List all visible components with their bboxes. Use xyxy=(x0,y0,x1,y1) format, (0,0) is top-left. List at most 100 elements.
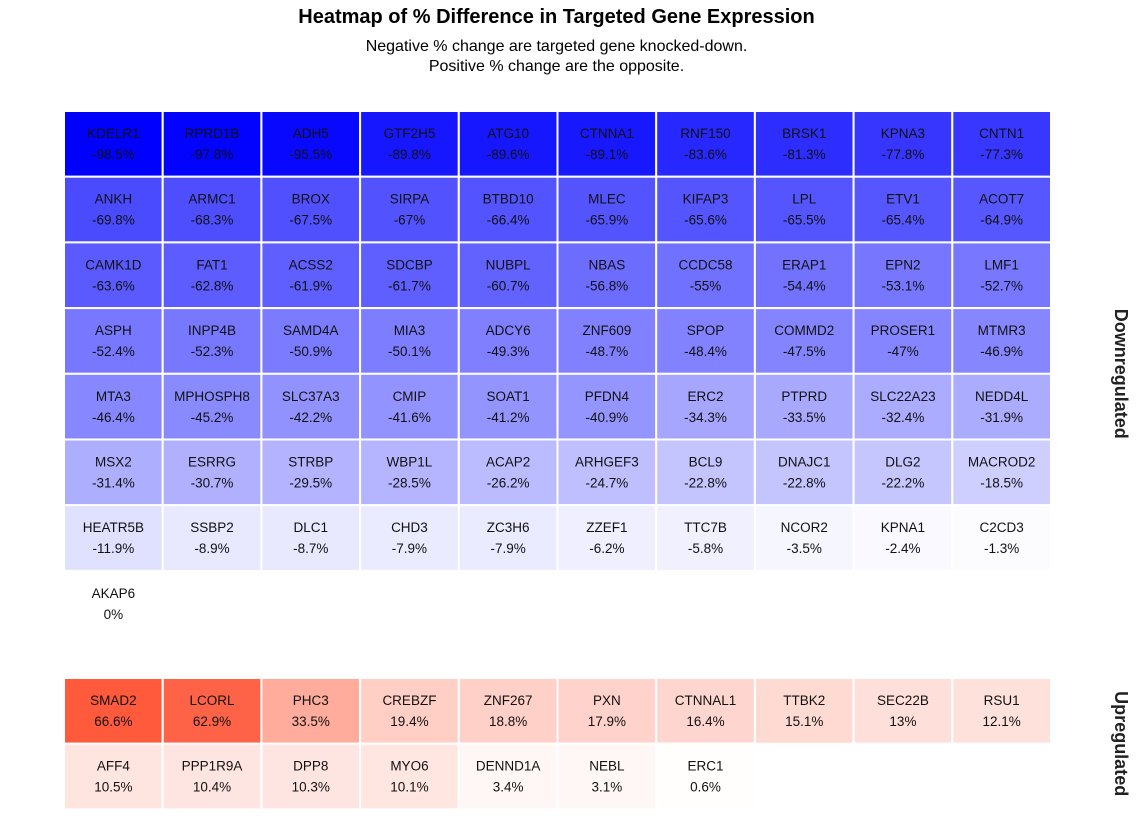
cell-gene-label: SAMD4A xyxy=(283,323,339,338)
cell-gene-label: PFDN4 xyxy=(585,389,630,404)
heatmap-cell: MIA3 -50.1% xyxy=(359,307,460,375)
heatmap-cell: ETV1 -65.4% xyxy=(852,175,954,244)
cell-value-label: 10.3% xyxy=(292,780,330,795)
heatmap-cell-rect xyxy=(852,110,954,178)
heatmap-cell: PHC3 33.5% xyxy=(260,677,362,745)
heatmap-cell: ADH5 -95.5% xyxy=(260,110,362,178)
chart-title: Heatmap of % Difference in Targeted Gene… xyxy=(298,6,815,28)
cell-gene-label: CTNNAL1 xyxy=(675,693,737,708)
heatmap-cell: INPP4B -52.3% xyxy=(161,307,263,375)
heatmap-cell-rect xyxy=(161,438,263,507)
heatmap-cell: ACSS2 -61.9% xyxy=(260,241,362,310)
heatmap-cell: BCL9 -22.8% xyxy=(655,438,756,507)
heatmap-cell: DPP8 10.3% xyxy=(260,742,362,811)
cell-gene-label: ACSS2 xyxy=(289,257,333,272)
cell-gene-label: DENND1A xyxy=(476,759,541,774)
heatmap-cell-rect xyxy=(359,372,460,441)
heatmap-cell-rect xyxy=(161,110,263,178)
cell-value-label: -77.3% xyxy=(980,147,1023,162)
cell-gene-label: SLC22A23 xyxy=(870,389,935,404)
cell-gene-label: ADH5 xyxy=(293,126,329,141)
cell-gene-label: AKAP6 xyxy=(92,586,136,601)
cell-value-label: 15.1% xyxy=(785,714,823,729)
cell-value-label: -22.8% xyxy=(783,476,826,491)
heatmap-cell: NBAS -56.8% xyxy=(556,241,658,310)
cell-gene-label: ACOT7 xyxy=(979,192,1024,207)
cell-gene-label: ARHGEF3 xyxy=(575,455,639,470)
heatmap-cell-rect xyxy=(655,241,756,310)
heatmap-cell-rect xyxy=(951,307,1052,375)
cell-value-label: -6.2% xyxy=(589,541,624,556)
cell-value-label: -18.5% xyxy=(980,476,1023,491)
heatmap-cell: SLC22A23 -32.4% xyxy=(852,372,954,441)
heatmap-cell: MPHOSPH8 -45.2% xyxy=(161,372,263,441)
heatmap-cell-rect xyxy=(161,742,263,811)
heatmap-cell-rect xyxy=(359,175,460,244)
heatmap-cell-rect xyxy=(260,742,362,811)
heatmap-cell-rect xyxy=(556,742,658,811)
cell-value-label: -48.4% xyxy=(684,344,727,359)
heatmap-cell: NEDD4L -31.9% xyxy=(951,372,1052,441)
cell-value-label: -48.7% xyxy=(585,344,628,359)
cell-gene-label: MPHOSPH8 xyxy=(174,389,250,404)
cell-gene-label: CCDC58 xyxy=(679,257,733,272)
heatmap-cell: RSU1 12.1% xyxy=(951,677,1052,745)
cell-gene-label: BROX xyxy=(292,192,330,207)
heatmap-cell: ZNF267 18.8% xyxy=(457,677,559,745)
heatmap-cell-rect xyxy=(260,372,362,441)
cell-value-label: -22.2% xyxy=(882,476,925,491)
cell-value-label: -69.8% xyxy=(92,213,135,228)
heatmap-cell-rect xyxy=(457,742,559,811)
cell-gene-label: CMIP xyxy=(393,389,427,404)
heatmap-cell: PROSER1 -47% xyxy=(852,307,954,375)
cell-gene-label: CNTN1 xyxy=(979,126,1024,141)
cell-value-label: -64.9% xyxy=(980,213,1023,228)
cell-gene-label: RNF150 xyxy=(680,126,730,141)
heatmap-cell-rect xyxy=(655,110,756,178)
heatmap-cell: ACOT7 -64.9% xyxy=(951,175,1052,244)
cell-gene-label: SIRPA xyxy=(390,192,430,207)
heatmap-cell-rect xyxy=(63,307,164,375)
heatmap-cell: SLC37A3 -42.2% xyxy=(260,372,362,441)
heatmap-cell: NEBL 3.1% xyxy=(556,742,658,811)
heatmap-cell: DNAJC1 -22.8% xyxy=(753,438,855,507)
heatmap-cell-rect xyxy=(457,175,559,244)
cell-value-label: -29.5% xyxy=(289,476,332,491)
heatmap-cell-rect xyxy=(63,372,164,441)
cell-gene-label: MLEC xyxy=(588,192,626,207)
cell-value-label: -45.2% xyxy=(191,410,234,425)
cell-gene-label: BTBD10 xyxy=(483,192,534,207)
heatmap-cell-rect xyxy=(655,372,756,441)
cell-value-label: -56.8% xyxy=(585,278,628,293)
cell-gene-label: PPP1R9A xyxy=(182,759,243,774)
cell-value-label: -53.1% xyxy=(882,278,925,293)
heatmap-cell-rect xyxy=(457,677,559,745)
heatmap-cell-rect xyxy=(556,504,658,572)
cell-value-label: -42.2% xyxy=(289,410,332,425)
cell-gene-label: KDELR1 xyxy=(87,126,140,141)
heatmap-cell-rect xyxy=(359,504,460,572)
cell-gene-label: COMMD2 xyxy=(774,323,834,338)
cell-gene-label: DNAJC1 xyxy=(778,455,831,470)
cell-value-label: -98.5% xyxy=(92,147,135,162)
cell-value-label: -41.2% xyxy=(487,410,530,425)
cell-gene-label: ESRRG xyxy=(188,455,236,470)
heatmap-cell-rect xyxy=(359,241,460,310)
cell-gene-label: NCOR2 xyxy=(781,520,828,535)
heatmap-cell-rect xyxy=(63,110,164,178)
cell-value-label: -65.9% xyxy=(585,213,628,228)
cell-gene-label: ATG10 xyxy=(487,126,529,141)
cell-value-label: -31.9% xyxy=(980,410,1023,425)
heatmap-cell: CTNNA1 -89.1% xyxy=(556,110,658,178)
heatmap-cell-rect xyxy=(951,241,1052,310)
heatmap-cell-rect xyxy=(63,438,164,507)
cell-gene-label: HEATR5B xyxy=(83,520,144,535)
heatmap-cell: ERC2 -34.3% xyxy=(655,372,756,441)
heatmap-cell-rect xyxy=(753,110,855,178)
heatmap-cell: TTBK2 15.1% xyxy=(753,677,855,745)
cell-value-label: -32.4% xyxy=(882,410,925,425)
heatmap-cell-rect xyxy=(63,677,164,745)
heatmap-cell-rect xyxy=(753,438,855,507)
heatmap-cell-rect xyxy=(556,677,658,745)
heatmap-cell: PPP1R9A 10.4% xyxy=(161,742,263,811)
